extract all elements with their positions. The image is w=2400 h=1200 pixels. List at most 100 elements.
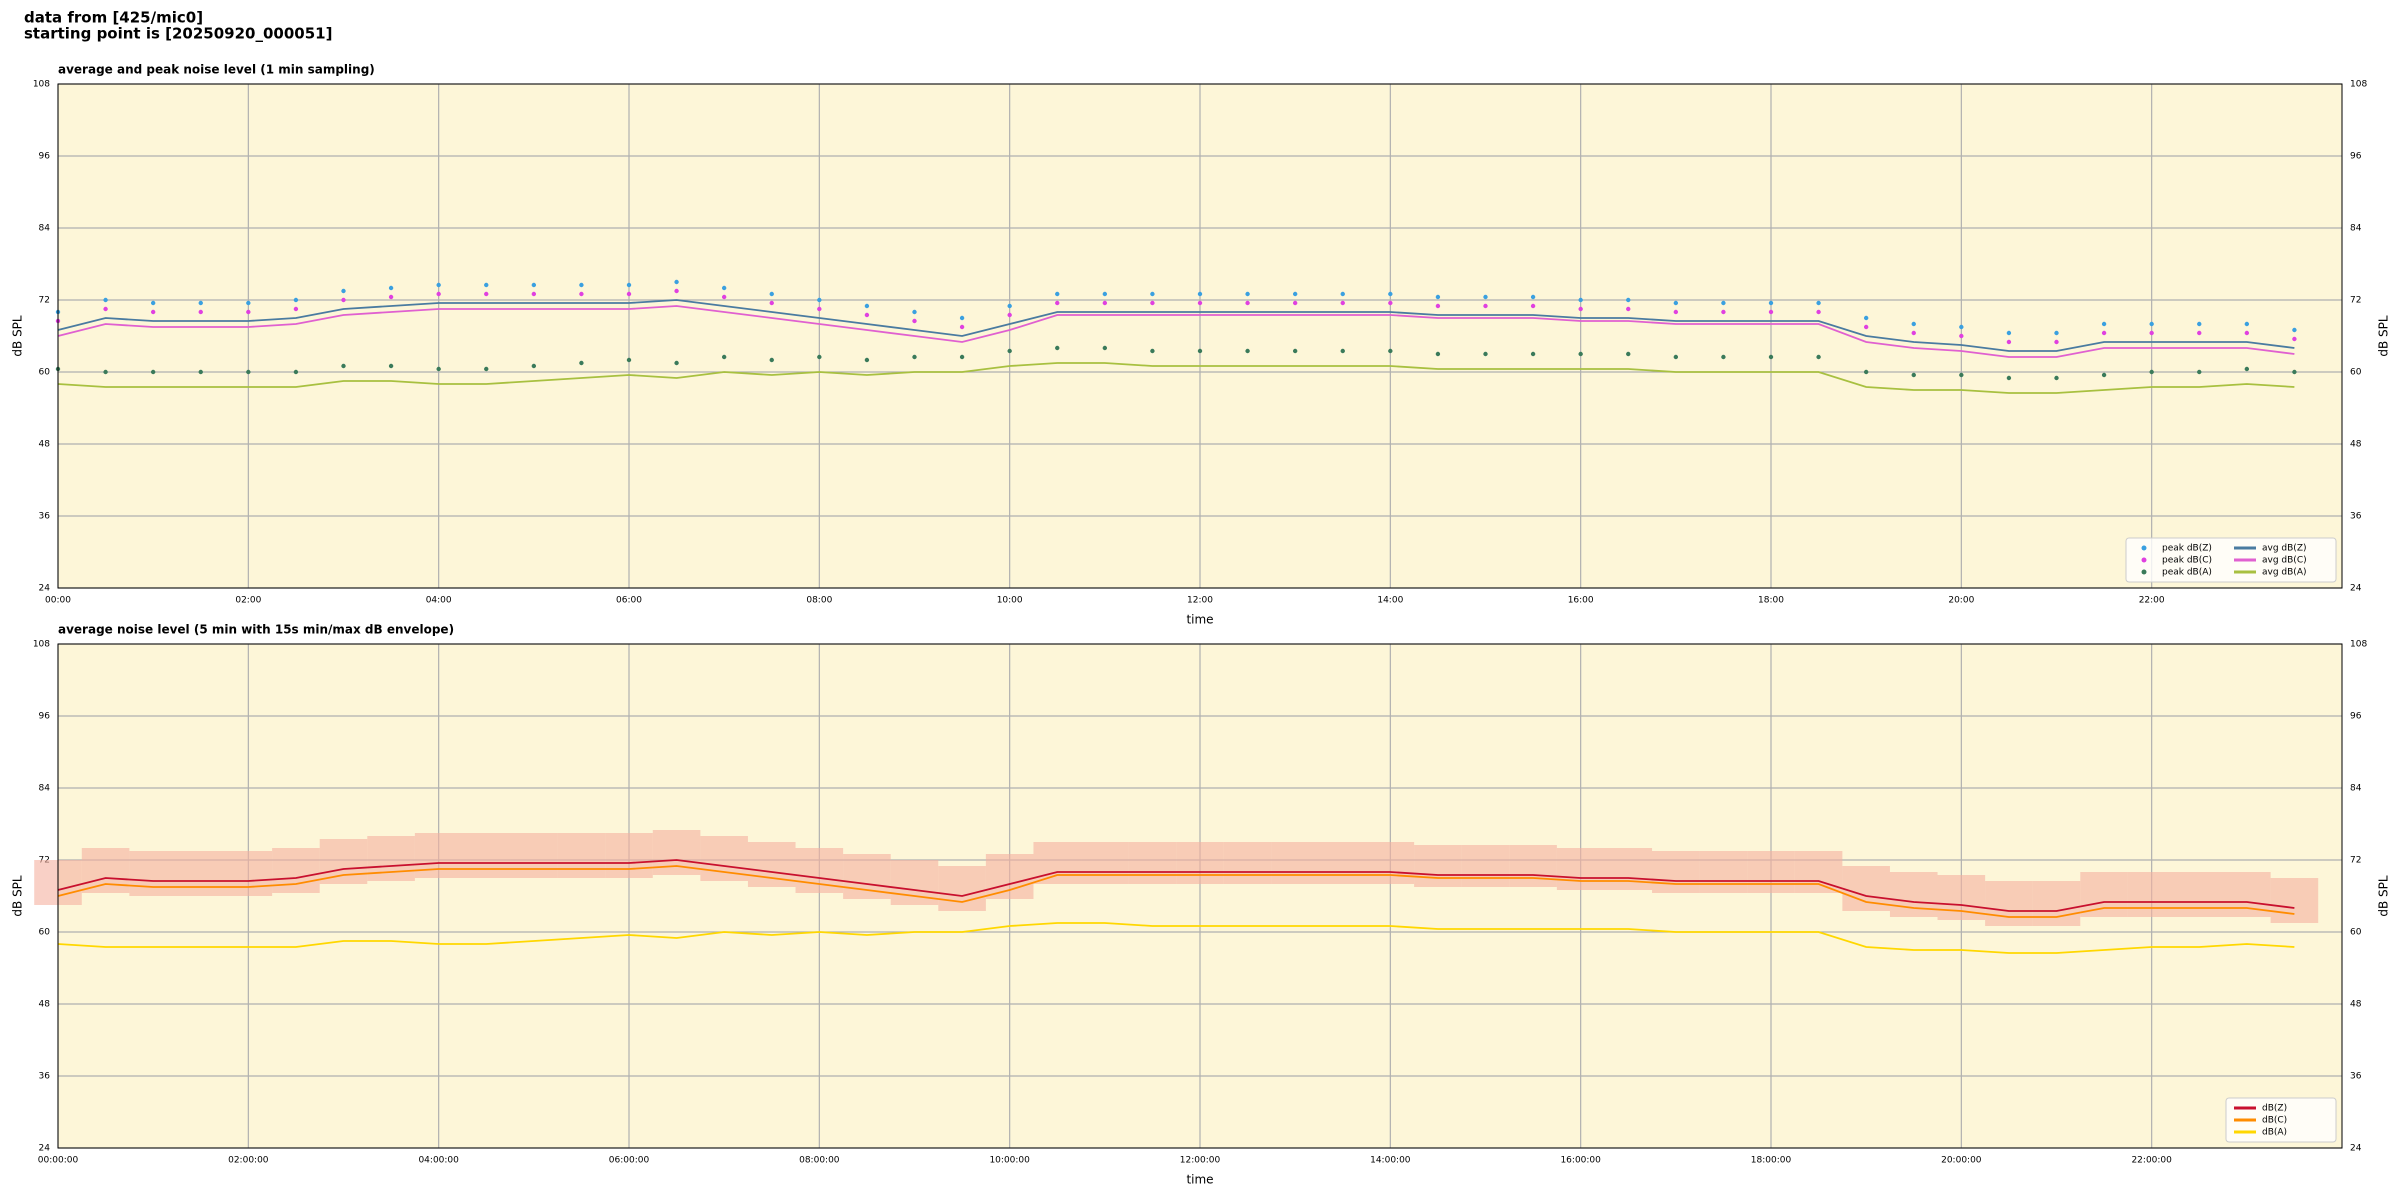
x-tick-label: 08:00:00: [799, 1156, 840, 1166]
legend-label: peak dB(C): [2162, 556, 2212, 566]
peak-point: [817, 297, 822, 303]
peak-point: [1483, 294, 1488, 300]
peak-point: [626, 357, 632, 363]
peak-point: [864, 312, 870, 318]
peak-point: [579, 282, 584, 288]
y-tick-label: 96: [39, 712, 51, 722]
x-tick-label: 08:00: [806, 596, 832, 606]
y2-tick-label: 84: [2350, 784, 2362, 794]
peak-point: [341, 363, 346, 369]
y-tick-label: 48: [39, 440, 51, 450]
legend-label: dB(C): [2262, 1116, 2287, 1126]
peak-point: [1578, 297, 1583, 303]
y-tick-label: 72: [39, 296, 50, 306]
peak-point: [1102, 345, 1108, 351]
peak-point: [1959, 372, 1964, 378]
peak-point: [2006, 330, 2012, 336]
peak-point: [1816, 354, 1821, 360]
envelope-band: [1747, 851, 1795, 893]
legend-label: avg dB(C): [2262, 556, 2307, 566]
peak-point: [721, 285, 727, 291]
peak-point: [1435, 303, 1441, 309]
peak-point: [1626, 297, 1631, 303]
peak-point: [2054, 330, 2059, 336]
peak-point: [1055, 300, 1060, 306]
peak-point: [1673, 354, 1679, 360]
envelope-band: [1461, 845, 1510, 887]
y2-tick-label: 36: [2350, 512, 2362, 522]
peak-point: [579, 291, 584, 297]
peak-point: [436, 366, 441, 372]
legend-label: peak dB(Z): [2162, 544, 2212, 554]
peak-point: [1150, 300, 1155, 306]
y2-tick-label: 96: [2350, 152, 2362, 162]
envelope-band: [510, 833, 558, 878]
envelope-band: [1652, 851, 1700, 893]
peak-point: [484, 291, 489, 297]
peak-point: [103, 369, 108, 375]
peak-point: [721, 354, 727, 360]
y-tick-label: 36: [39, 512, 51, 522]
peak-point: [1388, 291, 1393, 297]
legend-marker: [2141, 545, 2147, 551]
peak-point: [1435, 294, 1441, 300]
peak-point: [1911, 330, 1916, 336]
y-axis-label: dB SPL: [11, 315, 25, 357]
peak-point: [959, 354, 965, 360]
peak-point: [1768, 354, 1774, 360]
peak-point: [198, 369, 203, 375]
peak-point: [1340, 300, 1345, 306]
peak-point: [2244, 321, 2250, 327]
peak-point: [1721, 300, 1726, 306]
peak-point: [1007, 312, 1012, 318]
peak-point: [2197, 321, 2202, 327]
envelope-band: [1985, 881, 2033, 926]
envelope-band: [1509, 845, 1557, 887]
x-tick-label: 10:00:00: [989, 1156, 1030, 1166]
y-tick-label: 108: [33, 80, 50, 90]
y2-tick-label: 24: [2350, 584, 2362, 594]
x-tick-label: 20:00: [1948, 596, 1974, 606]
envelope-band: [1414, 845, 1462, 887]
peak-point: [150, 369, 156, 375]
envelope-band: [224, 851, 273, 896]
x-tick-label: 16:00:00: [1560, 1156, 1601, 1166]
envelope-band: [1128, 842, 1177, 884]
peak-point: [1721, 309, 1726, 315]
x-tick-label: 12:00: [1187, 596, 1213, 606]
peak-point: [2149, 369, 2154, 375]
header-line: data from [425/mic0]: [24, 9, 203, 27]
x-tick-label: 04:00: [426, 596, 452, 606]
peak-point: [1483, 351, 1488, 357]
panel-title: average noise level (5 min with 15s min/…: [58, 623, 454, 637]
envelope-band: [129, 851, 177, 896]
envelope-band: [1176, 842, 1224, 884]
y2-tick-label: 36: [2350, 1072, 2362, 1082]
peak-point: [2101, 372, 2107, 378]
envelope-band: [2175, 872, 2224, 917]
legend-label: dB(Z): [2262, 1104, 2287, 1114]
peak-point: [1435, 351, 1441, 357]
peak-point: [912, 354, 917, 360]
peak-point: [388, 294, 394, 300]
peak-point: [150, 300, 156, 306]
peak-point: [531, 282, 537, 288]
x-tick-label: 06:00:00: [609, 1156, 650, 1166]
peak-point: [1863, 315, 1869, 321]
y2-tick-label: 72: [2350, 856, 2361, 866]
envelope-band: [414, 833, 463, 878]
y2-tick-label: 60: [2350, 368, 2362, 378]
y2-tick-label: 60: [2350, 928, 2362, 938]
series-line: [57, 362, 2295, 394]
y2-tick-label: 108: [2350, 80, 2367, 90]
peak-point: [293, 369, 299, 375]
header-line: starting point is [20250920_000051]: [24, 25, 332, 43]
peak-point: [2101, 321, 2107, 327]
peak-point: [1863, 369, 1869, 375]
envelope-band: [1889, 872, 1938, 917]
peak-point: [2292, 327, 2297, 333]
y2-tick-label: 84: [2350, 224, 2362, 234]
peak-point: [1292, 348, 1298, 354]
peak-point: [1673, 309, 1679, 315]
